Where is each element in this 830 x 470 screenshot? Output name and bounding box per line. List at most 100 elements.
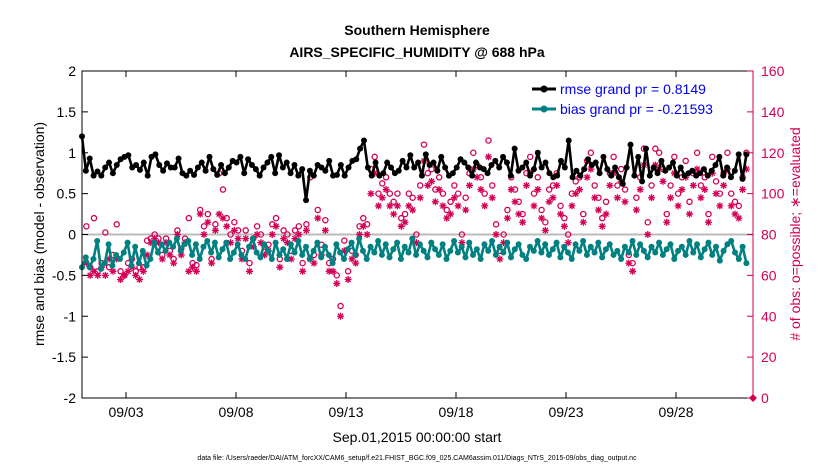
rmse-point [140,159,147,166]
rmse-point [465,164,472,171]
obs-evaluated-marker [576,186,584,194]
bias-point [306,256,313,263]
rmse-point [581,166,588,173]
bias-point [511,246,518,253]
obs-possible-marker [705,210,712,218]
y-tick-label: -1 [64,308,77,324]
obs-evaluated-marker [416,194,424,202]
rmse-point [291,162,298,169]
obs-possible-marker [557,202,564,210]
bias-point [640,247,647,254]
rmse-point [268,153,275,160]
obs-possible-marker [299,259,306,267]
obs-possible-marker [621,186,629,193]
x-tick-label: 09/18 [438,404,473,420]
y-tick-label: 2 [68,63,76,79]
obs-evaluated-marker [314,214,322,222]
bias-point [314,239,321,246]
bias-point [113,251,120,258]
bias-point [451,238,458,245]
bias-point [124,239,131,246]
obs-evaluated-marker [393,202,401,210]
legend-rmse-marker [540,85,548,93]
rmse-point [519,164,526,171]
obs-evaluated-marker [598,222,606,230]
obs-possible-marker [242,227,249,234]
obs-evaluated-marker [151,235,159,243]
bias-point [352,251,359,258]
obs-evaluated-marker [663,218,671,226]
y2-axis-label: # of obs: o=possible; ∗=evaluated [787,127,803,340]
obs-evaluated-marker [143,251,151,259]
y-tick-label: 0.5 [57,186,77,202]
bias-point [227,256,234,263]
obs-evaluated-marker [568,202,576,210]
rmse-point [739,175,746,182]
obs-evaluated-marker [158,255,166,263]
bias-point [94,238,101,245]
bias-point [553,239,560,246]
obs-evaluated-marker [686,210,694,218]
bias-point [257,254,264,261]
obs-evaluated-marker [215,210,223,218]
bias-point [648,243,655,250]
axis-ticks: 09/03 09/08 09/13 09/18 09/23 09/28 -2 -1.5 -1 -0… [52,63,785,420]
obs-evaluated-marker [731,210,739,218]
rmse-point [500,153,507,160]
obs-evaluated-marker [390,210,398,218]
rmse-point [720,172,727,179]
bias-point [375,238,382,245]
bias-point [458,243,465,250]
y-tick-label: -2 [64,390,77,406]
obs-evaluated-marker [386,202,394,210]
obs-evaluated-marker [712,190,720,198]
obs-evaluated-marker [496,255,504,263]
obs-possible-marker [599,214,606,222]
obs-evaluated-marker [742,165,750,173]
obs-evaluated-marker [454,202,462,210]
obs-evaluated-marker [530,202,538,210]
bias-point [523,256,530,263]
obs-evaluated-marker [613,194,621,202]
rmse-point [677,164,684,171]
obs-possible-marker [534,174,542,181]
obs-evaluated-marker [139,267,147,275]
bias-point [325,251,332,258]
obs-evaluated-marker [340,247,348,255]
bias-point [713,243,720,250]
obs-possible-marker [333,272,340,279]
rmse-point [341,172,348,179]
obs-possible-marker [712,178,720,185]
bias-point [185,238,192,245]
bias-point [132,243,139,250]
obs-possible-marker [413,231,420,238]
obs-evaluated-marker [678,186,686,194]
obs-possible-marker [390,198,397,206]
obs-evaluated-marker [594,206,602,214]
bias-point [287,241,294,248]
obs-evaluated-marker [667,194,675,202]
obs-evaluated-marker [458,239,466,247]
obs-possible-marker [614,182,621,189]
bias-point [196,256,203,263]
obs-possible-marker [633,194,640,201]
obs-evaluated-marker [534,186,542,194]
obs-possible-marker [420,141,428,148]
bias-point [652,249,659,256]
obs-possible-marker [394,190,401,197]
bias-point [356,235,363,242]
obs-possible-marker [295,223,303,230]
bias-point [230,249,237,256]
bias-point [439,241,446,248]
rmse-point [198,159,205,166]
bias-point [109,262,116,269]
bias-point [409,235,416,242]
rmse-point [109,170,116,177]
bias-point [86,264,93,271]
bias-point [618,256,625,263]
obs-possible-marker [405,190,413,197]
obs-possible-marker [83,223,90,230]
bias-point [538,249,545,256]
obs-possible-marker [291,227,299,234]
